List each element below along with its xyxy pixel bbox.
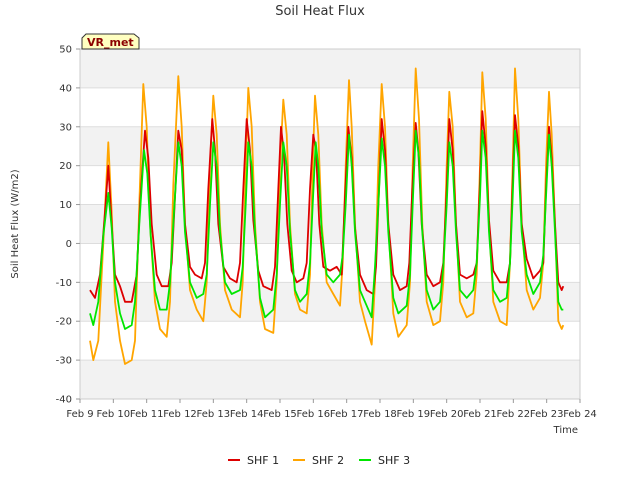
legend-label: SHF 1	[247, 454, 279, 467]
x-tick-label: Feb 16	[297, 409, 331, 420]
x-tick-label: Feb 14	[230, 409, 264, 420]
legend-label: SHF 3	[378, 454, 410, 467]
x-tick-label: Feb 22	[497, 409, 531, 420]
y-tick-label: -40	[56, 395, 72, 406]
x-axis: Feb 9 Feb 10 Feb 11 Feb 12 Feb 13 Feb 14 Feb 1…	[66, 399, 597, 420]
plot-band	[80, 49, 580, 88]
x-tick-label: Feb 18	[363, 409, 397, 420]
y-tick-label: 0	[66, 239, 72, 250]
x-tick-label: Feb 19	[397, 409, 431, 420]
x-tick-label: Feb 13	[197, 409, 231, 420]
x-tick-label: Feb 9	[66, 409, 93, 420]
y-tick-label: 50	[59, 45, 72, 56]
plot-band	[80, 204, 580, 244]
y-tick-label: -30	[56, 356, 72, 367]
y-tick-label: 40	[59, 83, 72, 94]
plot-band	[80, 360, 580, 399]
x-tick-label: Feb 24	[563, 409, 597, 420]
x-tick-label: Feb 23	[530, 409, 564, 420]
x-axis-label: Time	[553, 425, 578, 436]
plot-frame	[79, 48, 581, 400]
y-axis-label: Soil Heat Flux (W/m2)	[10, 169, 21, 278]
legend: SHF 1 SHF 2 SHF 3	[228, 454, 410, 467]
x-tick-label: Feb 21	[463, 409, 497, 420]
x-tick-label: Feb 20	[430, 409, 464, 420]
vr-met-badge: VR_met	[81, 33, 140, 50]
y-tick-label: -10	[56, 278, 72, 289]
y-tick-label: 30	[59, 122, 72, 133]
x-tick-label: Feb 11	[130, 409, 164, 420]
chart-title: Soil Heat Flux	[275, 4, 365, 19]
plot-band	[80, 126, 580, 166]
x-tick-label: Feb 12	[163, 409, 197, 420]
series-lines	[89, 67, 565, 365]
y-tick-label: 10	[59, 200, 72, 211]
legend-label: SHF 2	[312, 454, 344, 467]
y-tick-label: 20	[59, 161, 72, 172]
x-tick-label: Feb 15	[263, 409, 297, 420]
y-axis: -40 -30 -20 -10 0 10 20 30 40 50	[56, 45, 80, 406]
x-tick-label: Feb 10	[97, 409, 131, 420]
y-tick-label: -20	[56, 317, 72, 328]
x-tick-label: Feb 17	[330, 409, 364, 420]
series-line-shf-3	[89, 129, 564, 330]
plot-bands	[80, 49, 580, 399]
badge-text: VR_met	[87, 36, 134, 49]
